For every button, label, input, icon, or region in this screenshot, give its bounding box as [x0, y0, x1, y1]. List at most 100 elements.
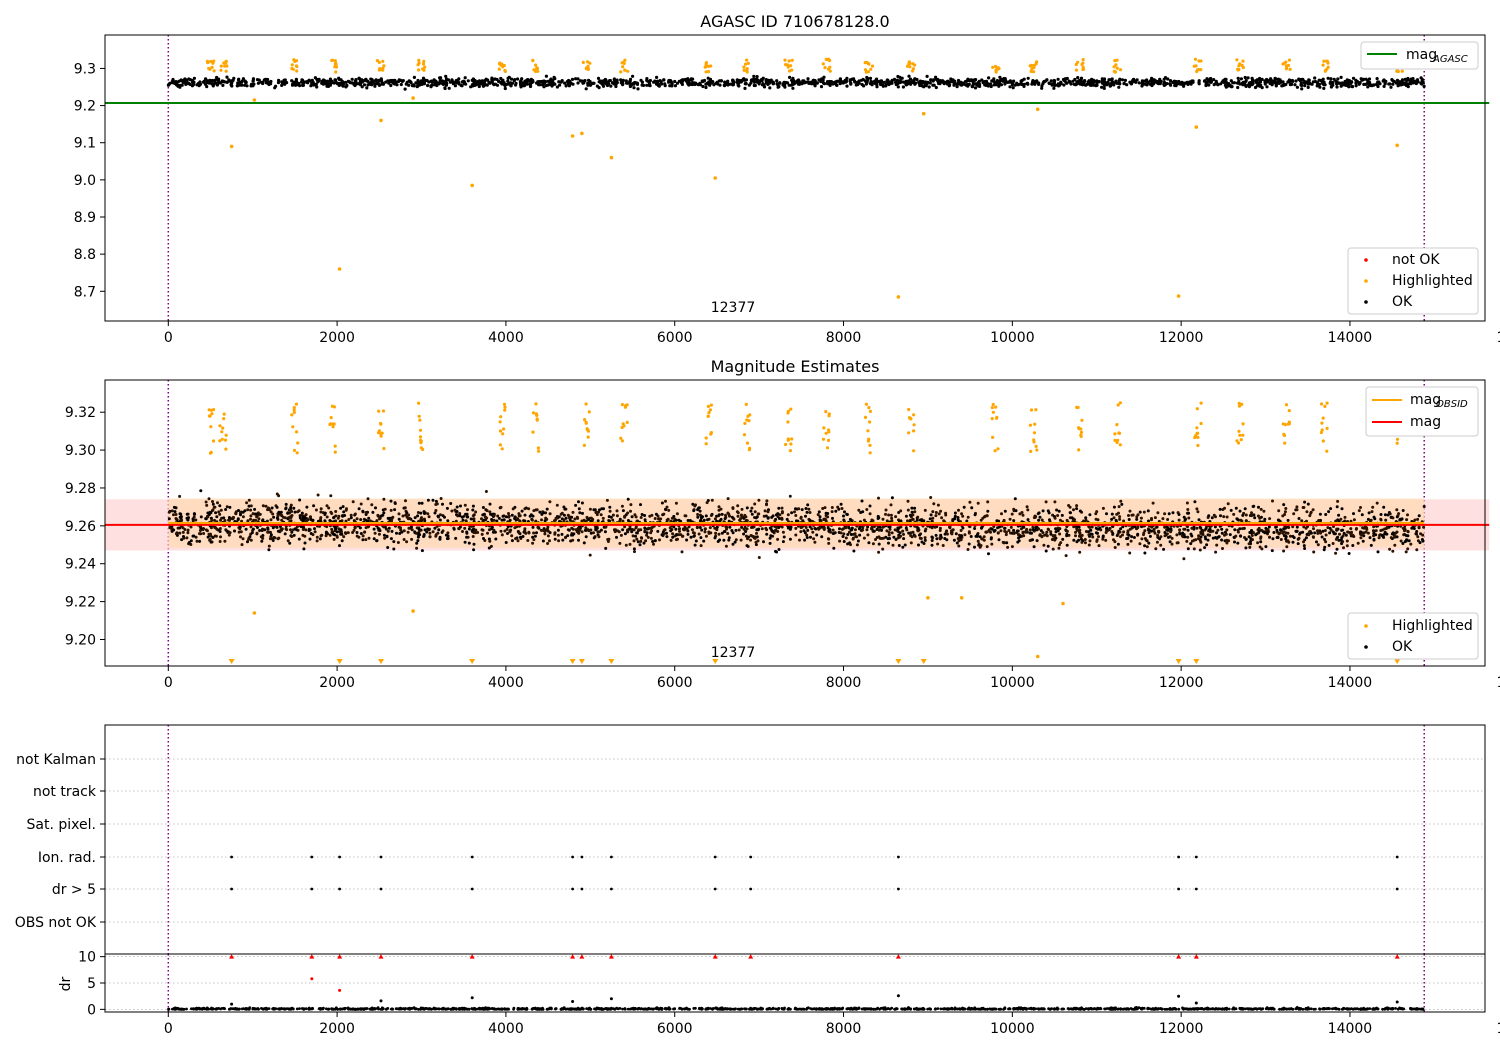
ok-point: [803, 538, 807, 542]
ok-point: [788, 494, 792, 498]
ok-point: [1313, 531, 1317, 535]
ok-point: [1033, 82, 1037, 86]
ok-point: [355, 534, 359, 538]
ok-point: [224, 508, 228, 511]
ok-point: [742, 516, 746, 520]
ok-point: [553, 537, 557, 541]
ok-point: [455, 505, 459, 509]
ok-point: [995, 80, 1000, 84]
ok-point: [401, 514, 405, 518]
ok-point: [1028, 528, 1032, 532]
ok-point: [985, 545, 989, 549]
ok-point: [1352, 518, 1356, 522]
ok-point: [813, 540, 817, 544]
legend-ok-label: OK: [1392, 294, 1413, 310]
ok-point: [906, 499, 910, 503]
ok-point: [208, 538, 212, 541]
ok-point: [1010, 83, 1015, 87]
ok-point: [717, 532, 721, 536]
ok-point: [1300, 519, 1304, 523]
ok-point: [862, 518, 866, 522]
ok-point: [942, 82, 946, 86]
ok-point: [1090, 78, 1094, 82]
ok-point: [753, 535, 757, 539]
ok-point: [1300, 87, 1304, 91]
ok-point: [1154, 547, 1158, 551]
ok-point: [621, 509, 625, 513]
ok-point: [1277, 509, 1281, 513]
ok-point: [1259, 83, 1263, 87]
ok-point: [443, 82, 447, 86]
ok-point: [298, 84, 302, 88]
ok-point: [276, 517, 280, 521]
ok-point: [1062, 83, 1066, 87]
ok-point: [1284, 507, 1288, 510]
ok-point: [1258, 516, 1262, 520]
ok-point: [264, 504, 268, 508]
ok-point: [437, 82, 441, 86]
ok-point: [1220, 538, 1224, 542]
ok-point: [1014, 509, 1018, 513]
ok-point: [443, 86, 447, 90]
ok-point: [865, 75, 869, 80]
ok-point: [909, 541, 913, 545]
ok-point: [1307, 78, 1311, 82]
ok-point: [924, 527, 928, 531]
ok-point: [831, 516, 834, 520]
ok-point: [592, 531, 595, 535]
highlighted-outlier-point: [379, 118, 383, 123]
ok-point: [674, 501, 678, 505]
ok-point: [639, 516, 643, 519]
ok-point: [342, 535, 346, 539]
ok-point: [488, 502, 492, 506]
ok-point: [571, 538, 575, 542]
ok-point: [1219, 514, 1222, 518]
panel1-obsid-label: 12377: [711, 300, 756, 316]
ok-point: [1359, 506, 1362, 509]
p1-ytick-label: 8.8: [74, 247, 96, 263]
ok-point: [918, 83, 922, 88]
ok-point: [1422, 525, 1426, 529]
ok-point: [867, 541, 871, 545]
ok-point: [1166, 518, 1170, 521]
ok-point: [1177, 513, 1181, 516]
ok-point: [488, 539, 492, 543]
ok-point: [842, 79, 847, 83]
ok-point: [1274, 525, 1278, 529]
ok-point: [694, 81, 698, 85]
ok-point: [251, 79, 255, 83]
ok-point: [330, 512, 334, 515]
ok-point: [1009, 525, 1013, 529]
ok-point: [230, 84, 234, 88]
ok-point: [239, 530, 243, 534]
ok-point: [1372, 531, 1376, 535]
ok-point: [727, 538, 731, 542]
ok-point: [520, 509, 524, 513]
highlighted-point: [535, 66, 540, 71]
ok-point: [614, 528, 618, 532]
ok-point: [809, 82, 814, 86]
ok-point: [319, 510, 323, 514]
ok-point: [319, 507, 323, 511]
highlighted-point: [334, 65, 339, 69]
ok-point: [1097, 544, 1101, 548]
ok-point: [1207, 83, 1211, 87]
ok-point: [372, 527, 376, 531]
highlighted-point: [334, 70, 338, 74]
ok-point: [873, 81, 877, 85]
ok-point: [1155, 525, 1159, 529]
highlighted-point: [223, 64, 227, 68]
ok-point: [881, 525, 885, 529]
ok-point: [403, 87, 407, 91]
ok-point: [389, 537, 393, 541]
ok-point: [794, 507, 797, 511]
ok-point: [490, 527, 494, 531]
highlighted-point: [586, 60, 590, 64]
ok-point: [407, 526, 411, 530]
highlighted-point: [295, 69, 299, 73]
ok-point: [1279, 538, 1283, 541]
ok-point: [675, 533, 679, 536]
ok-point: [1372, 534, 1375, 538]
ok-point: [1343, 515, 1347, 519]
ok-point: [241, 515, 245, 519]
